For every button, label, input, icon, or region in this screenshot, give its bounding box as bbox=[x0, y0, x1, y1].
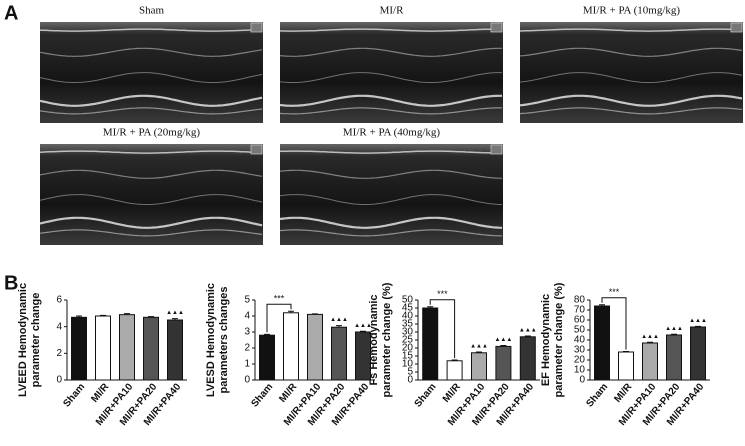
x-tick-label: MI/R bbox=[89, 381, 111, 405]
y-axis-label: LVEED Hemodynamic bbox=[17, 283, 29, 397]
significance-label: *** bbox=[609, 287, 620, 297]
y-tick-label: 80 bbox=[574, 295, 586, 306]
scale-icon bbox=[251, 145, 262, 154]
bar bbox=[168, 320, 183, 380]
y-tick-label: 50 bbox=[574, 325, 586, 336]
image-title: MI/R + PA (20mg/kg) bbox=[103, 127, 201, 139]
y-axis-label: EF Hemodynamic bbox=[540, 294, 552, 386]
significance-mark: ▲▲▲ bbox=[330, 317, 348, 323]
bar bbox=[667, 335, 682, 380]
bar bbox=[496, 346, 511, 380]
bar bbox=[144, 317, 159, 380]
echo-image bbox=[280, 22, 503, 123]
y-tick-label: 2 bbox=[244, 343, 250, 354]
bar bbox=[308, 314, 323, 380]
x-tick-label: MI/R bbox=[277, 381, 299, 405]
y-axis-label: parameter change (%) bbox=[553, 282, 565, 397]
significance-label: *** bbox=[274, 294, 285, 304]
y-tick-label: 0 bbox=[579, 375, 585, 386]
significance-mark: ▲▲▲ bbox=[689, 318, 707, 324]
bar bbox=[332, 327, 347, 380]
x-tick-label: Sham bbox=[413, 381, 439, 409]
y-tick-label: 50 bbox=[402, 295, 414, 306]
x-tick-label: Sham bbox=[61, 381, 87, 409]
significance-mark: ▲▲▲ bbox=[665, 326, 683, 332]
y-tick-label: 4 bbox=[244, 311, 250, 322]
scale-icon bbox=[491, 145, 502, 154]
y-axis-label: parameter change bbox=[30, 293, 42, 388]
significance-mark: ▲▲▲ bbox=[641, 334, 659, 340]
bar bbox=[472, 353, 487, 380]
panel-label: A bbox=[4, 2, 18, 24]
y-tick-label: 3 bbox=[244, 327, 250, 338]
bar bbox=[72, 317, 87, 380]
bar bbox=[96, 316, 111, 380]
y-tick-label: 10 bbox=[574, 365, 586, 376]
scale-icon bbox=[491, 23, 502, 32]
error-bar bbox=[623, 352, 629, 353]
bar bbox=[284, 313, 299, 380]
bar bbox=[595, 306, 610, 380]
y-tick-label: 0 bbox=[244, 375, 250, 386]
scale-icon bbox=[251, 23, 262, 32]
significance-mark: ▲▲▲ bbox=[519, 328, 537, 334]
y-tick-label: 5 bbox=[244, 295, 250, 306]
x-tick-label: Sham bbox=[249, 381, 275, 409]
y-tick-label: 20 bbox=[574, 355, 586, 366]
y-tick-label: 4 bbox=[56, 321, 62, 332]
image-title: MI/R bbox=[380, 5, 405, 17]
echo-image bbox=[280, 144, 503, 245]
x-tick-label: MI/R bbox=[441, 381, 463, 405]
y-tick-label: 2 bbox=[56, 348, 62, 359]
y-tick-label: 30 bbox=[574, 345, 586, 356]
x-tick-label: MI/R bbox=[612, 381, 634, 405]
y-tick-label: 40 bbox=[574, 335, 586, 346]
x-tick-label: Sham bbox=[584, 381, 610, 409]
bar bbox=[260, 335, 275, 380]
y-tick-label: 70 bbox=[574, 305, 586, 316]
significance-mark: ▲▲▲ bbox=[166, 310, 184, 316]
y-tick-label: 6 bbox=[56, 295, 62, 306]
bar bbox=[691, 327, 706, 380]
bar bbox=[619, 352, 634, 380]
y-tick-label: 1 bbox=[244, 359, 250, 370]
image-title: Sham bbox=[139, 5, 165, 17]
y-axis-label: LVESD Hemodynamic bbox=[205, 283, 217, 397]
image-title: MI/R + PA (40mg/kg) bbox=[343, 127, 441, 139]
significance-mark: ▲▲▲ bbox=[494, 337, 512, 343]
bar bbox=[423, 308, 438, 380]
significance-mark: ▲▲▲ bbox=[470, 344, 488, 350]
significance-label: *** bbox=[437, 289, 448, 299]
bar bbox=[643, 343, 658, 380]
y-axis-label: parameter change (%) bbox=[381, 282, 393, 397]
y-tick-label: 0 bbox=[56, 375, 62, 386]
y-tick-label: 60 bbox=[574, 315, 586, 326]
bar bbox=[120, 315, 135, 380]
scale-icon bbox=[731, 23, 742, 32]
bar bbox=[447, 361, 462, 380]
y-axis-label: parameters changes bbox=[218, 287, 230, 394]
y-axis-label: Fs Hemodynamic bbox=[368, 294, 380, 385]
image-title: MI/R + PA (10mg/kg) bbox=[583, 5, 681, 17]
bar bbox=[520, 337, 535, 380]
